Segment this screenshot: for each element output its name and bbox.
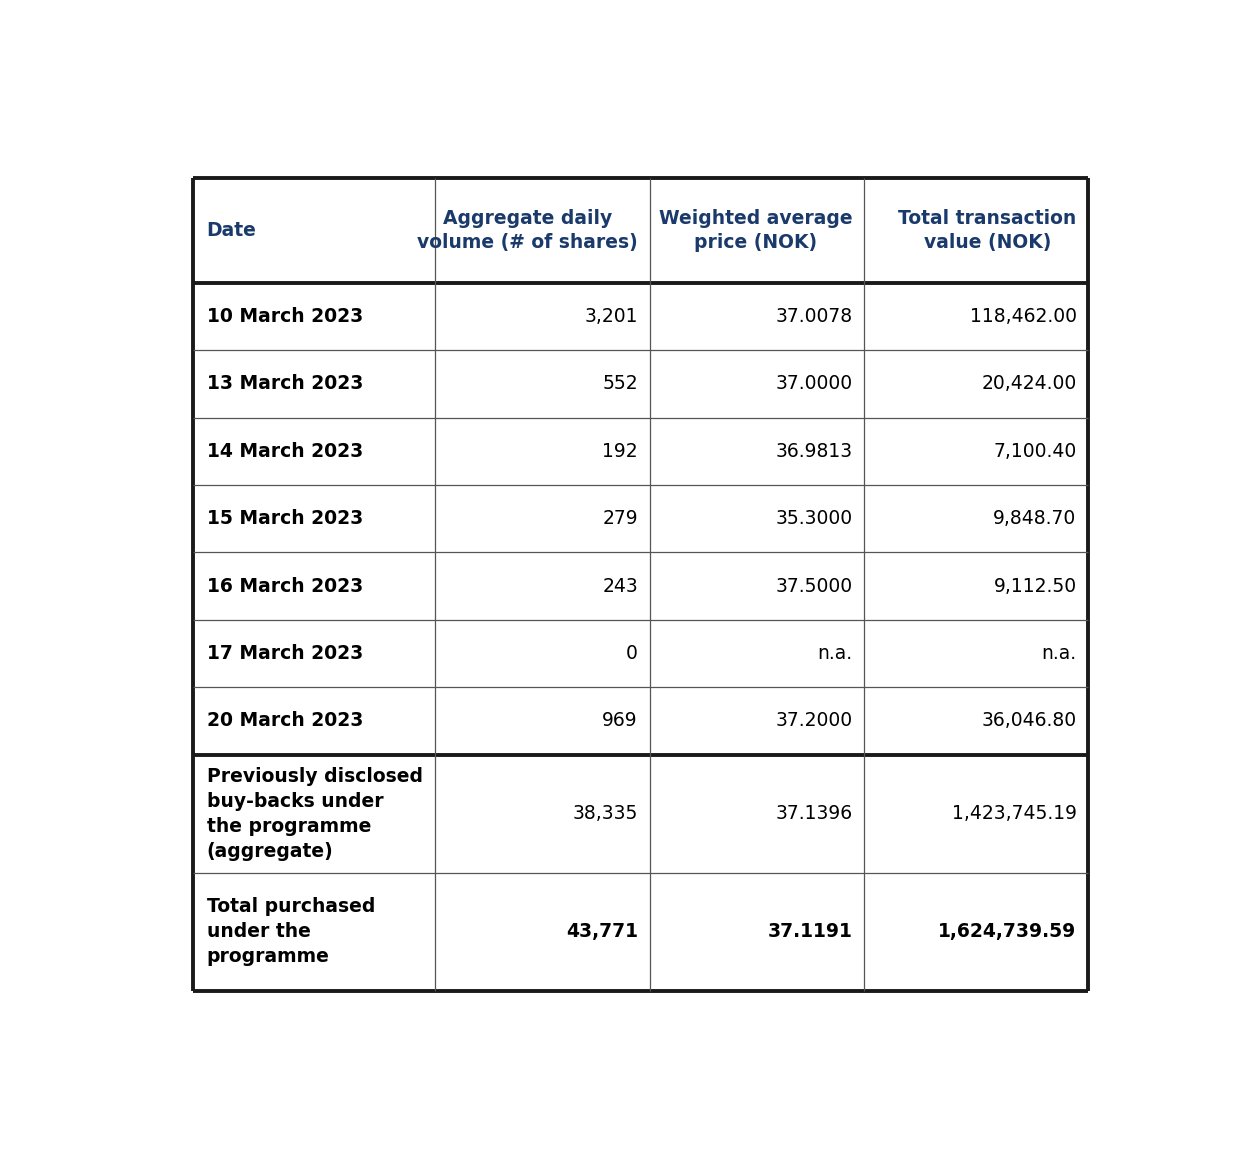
Text: 37.5000: 37.5000	[776, 576, 853, 596]
Text: 14 March 2023: 14 March 2023	[206, 442, 362, 461]
Text: 279: 279	[602, 510, 638, 528]
Text: 35.3000: 35.3000	[776, 510, 853, 528]
Text: 36.9813: 36.9813	[776, 442, 853, 461]
Text: 552: 552	[602, 375, 638, 393]
Text: Total purchased
under the
programme: Total purchased under the programme	[206, 897, 375, 966]
Text: 9,848.70: 9,848.70	[994, 510, 1076, 528]
Text: 43,771: 43,771	[566, 922, 638, 941]
Text: 969: 969	[602, 711, 638, 731]
Text: 243: 243	[602, 576, 638, 596]
Text: Weighted average
price (NOK): Weighted average price (NOK)	[659, 210, 852, 251]
Text: 37.1191: 37.1191	[768, 922, 853, 941]
Text: 37.1396: 37.1396	[776, 804, 853, 823]
Text: 0: 0	[626, 645, 638, 663]
Text: n.a.: n.a.	[1041, 645, 1076, 663]
Text: n.a.: n.a.	[818, 645, 852, 663]
Text: 13 March 2023: 13 March 2023	[206, 375, 362, 393]
Text: 7,100.40: 7,100.40	[994, 442, 1076, 461]
Text: Total transaction
value (NOK): Total transaction value (NOK)	[899, 210, 1076, 251]
Text: 192: 192	[602, 442, 638, 461]
Text: 36,046.80: 36,046.80	[981, 711, 1076, 731]
Text: 37.0000: 37.0000	[776, 375, 853, 393]
Text: 20 March 2023: 20 March 2023	[206, 711, 362, 731]
Text: 1,423,745.19: 1,423,745.19	[951, 804, 1076, 823]
Text: 3,201: 3,201	[585, 307, 638, 326]
Text: 118,462.00: 118,462.00	[970, 307, 1076, 326]
Text: 37.0078: 37.0078	[776, 307, 853, 326]
Text: 9,112.50: 9,112.50	[994, 576, 1076, 596]
Text: 15 March 2023: 15 March 2023	[206, 510, 362, 528]
Text: 1,624,739.59: 1,624,739.59	[939, 922, 1076, 941]
Text: 37.2000: 37.2000	[776, 711, 853, 731]
Text: 17 March 2023: 17 March 2023	[206, 645, 362, 663]
Text: Date: Date	[206, 221, 256, 240]
Text: Aggregate daily
volume (# of shares): Aggregate daily volume (# of shares)	[418, 210, 638, 251]
Text: 20,424.00: 20,424.00	[981, 375, 1076, 393]
Text: Previously disclosed
buy-backs under
the programme
(aggregate): Previously disclosed buy-backs under the…	[206, 767, 422, 860]
Text: 10 March 2023: 10 March 2023	[206, 307, 362, 326]
Text: 38,335: 38,335	[572, 804, 638, 823]
Text: 16 March 2023: 16 March 2023	[206, 576, 362, 596]
